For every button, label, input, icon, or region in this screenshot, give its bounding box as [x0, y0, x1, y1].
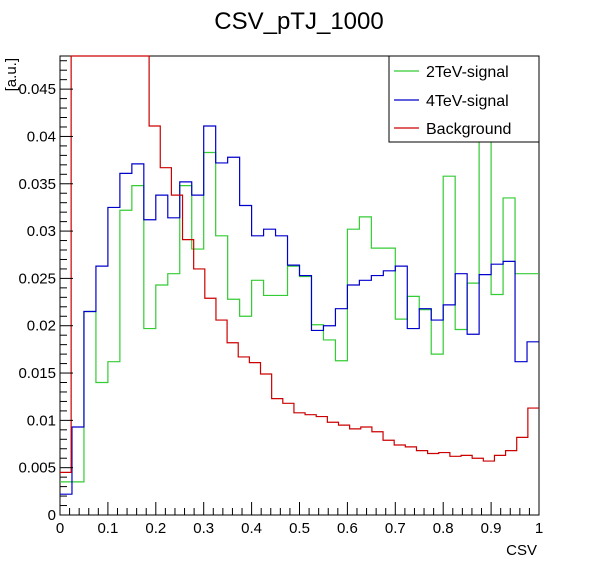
x-tick-label: 0.9 [481, 520, 502, 537]
x-tick-label: 0.7 [385, 520, 406, 537]
y-tick-label: 0.03 [27, 223, 56, 240]
x-tick-label: 1 [535, 520, 543, 537]
y-tick-label: 0.04 [27, 128, 56, 145]
y-tick-label: 0.015 [18, 365, 56, 382]
y-tick-label: 0.01 [27, 412, 56, 429]
y-tick-label: 0 [48, 507, 56, 524]
series-line-4tev-signal [60, 126, 539, 494]
x-axis-title: CSV [506, 542, 537, 559]
y-tick-label: 0.035 [18, 176, 56, 193]
y-axis-title: [a.u.] [3, 58, 20, 91]
x-tick-label: 0.2 [145, 520, 166, 537]
y-tick-label: 0.025 [18, 270, 56, 287]
legend: 2TeV-signal 4TeV-signal Background [389, 56, 539, 142]
legend-label-4tev-signal: 4TeV-signal [426, 93, 509, 110]
x-tick-label: 0.5 [289, 520, 310, 537]
x-tick-label: 0.8 [433, 520, 454, 537]
x-tick-label: 0 [56, 520, 64, 537]
y-tick-label: 0.045 [18, 81, 56, 98]
legend-label-background: Background [426, 121, 511, 138]
legend-label-2tev-signal: 2TeV-signal [426, 64, 509, 81]
chart-title: CSV_pTJ_1000 [214, 8, 383, 35]
x-tick-label: 0.1 [97, 520, 118, 537]
tick-labels: 0 0.1 0.2 0.3 0.4 0.5 0.6 0.7 0.8 0.9 1 0 0.005 0.01 0… [18, 81, 543, 537]
y-tick-label: 0.005 [18, 460, 56, 477]
y-tick-label: 0.02 [27, 318, 56, 335]
x-tick-label: 0.4 [241, 520, 262, 537]
x-tick-label: 0.3 [193, 520, 214, 537]
x-tick-label: 0.6 [337, 520, 358, 537]
